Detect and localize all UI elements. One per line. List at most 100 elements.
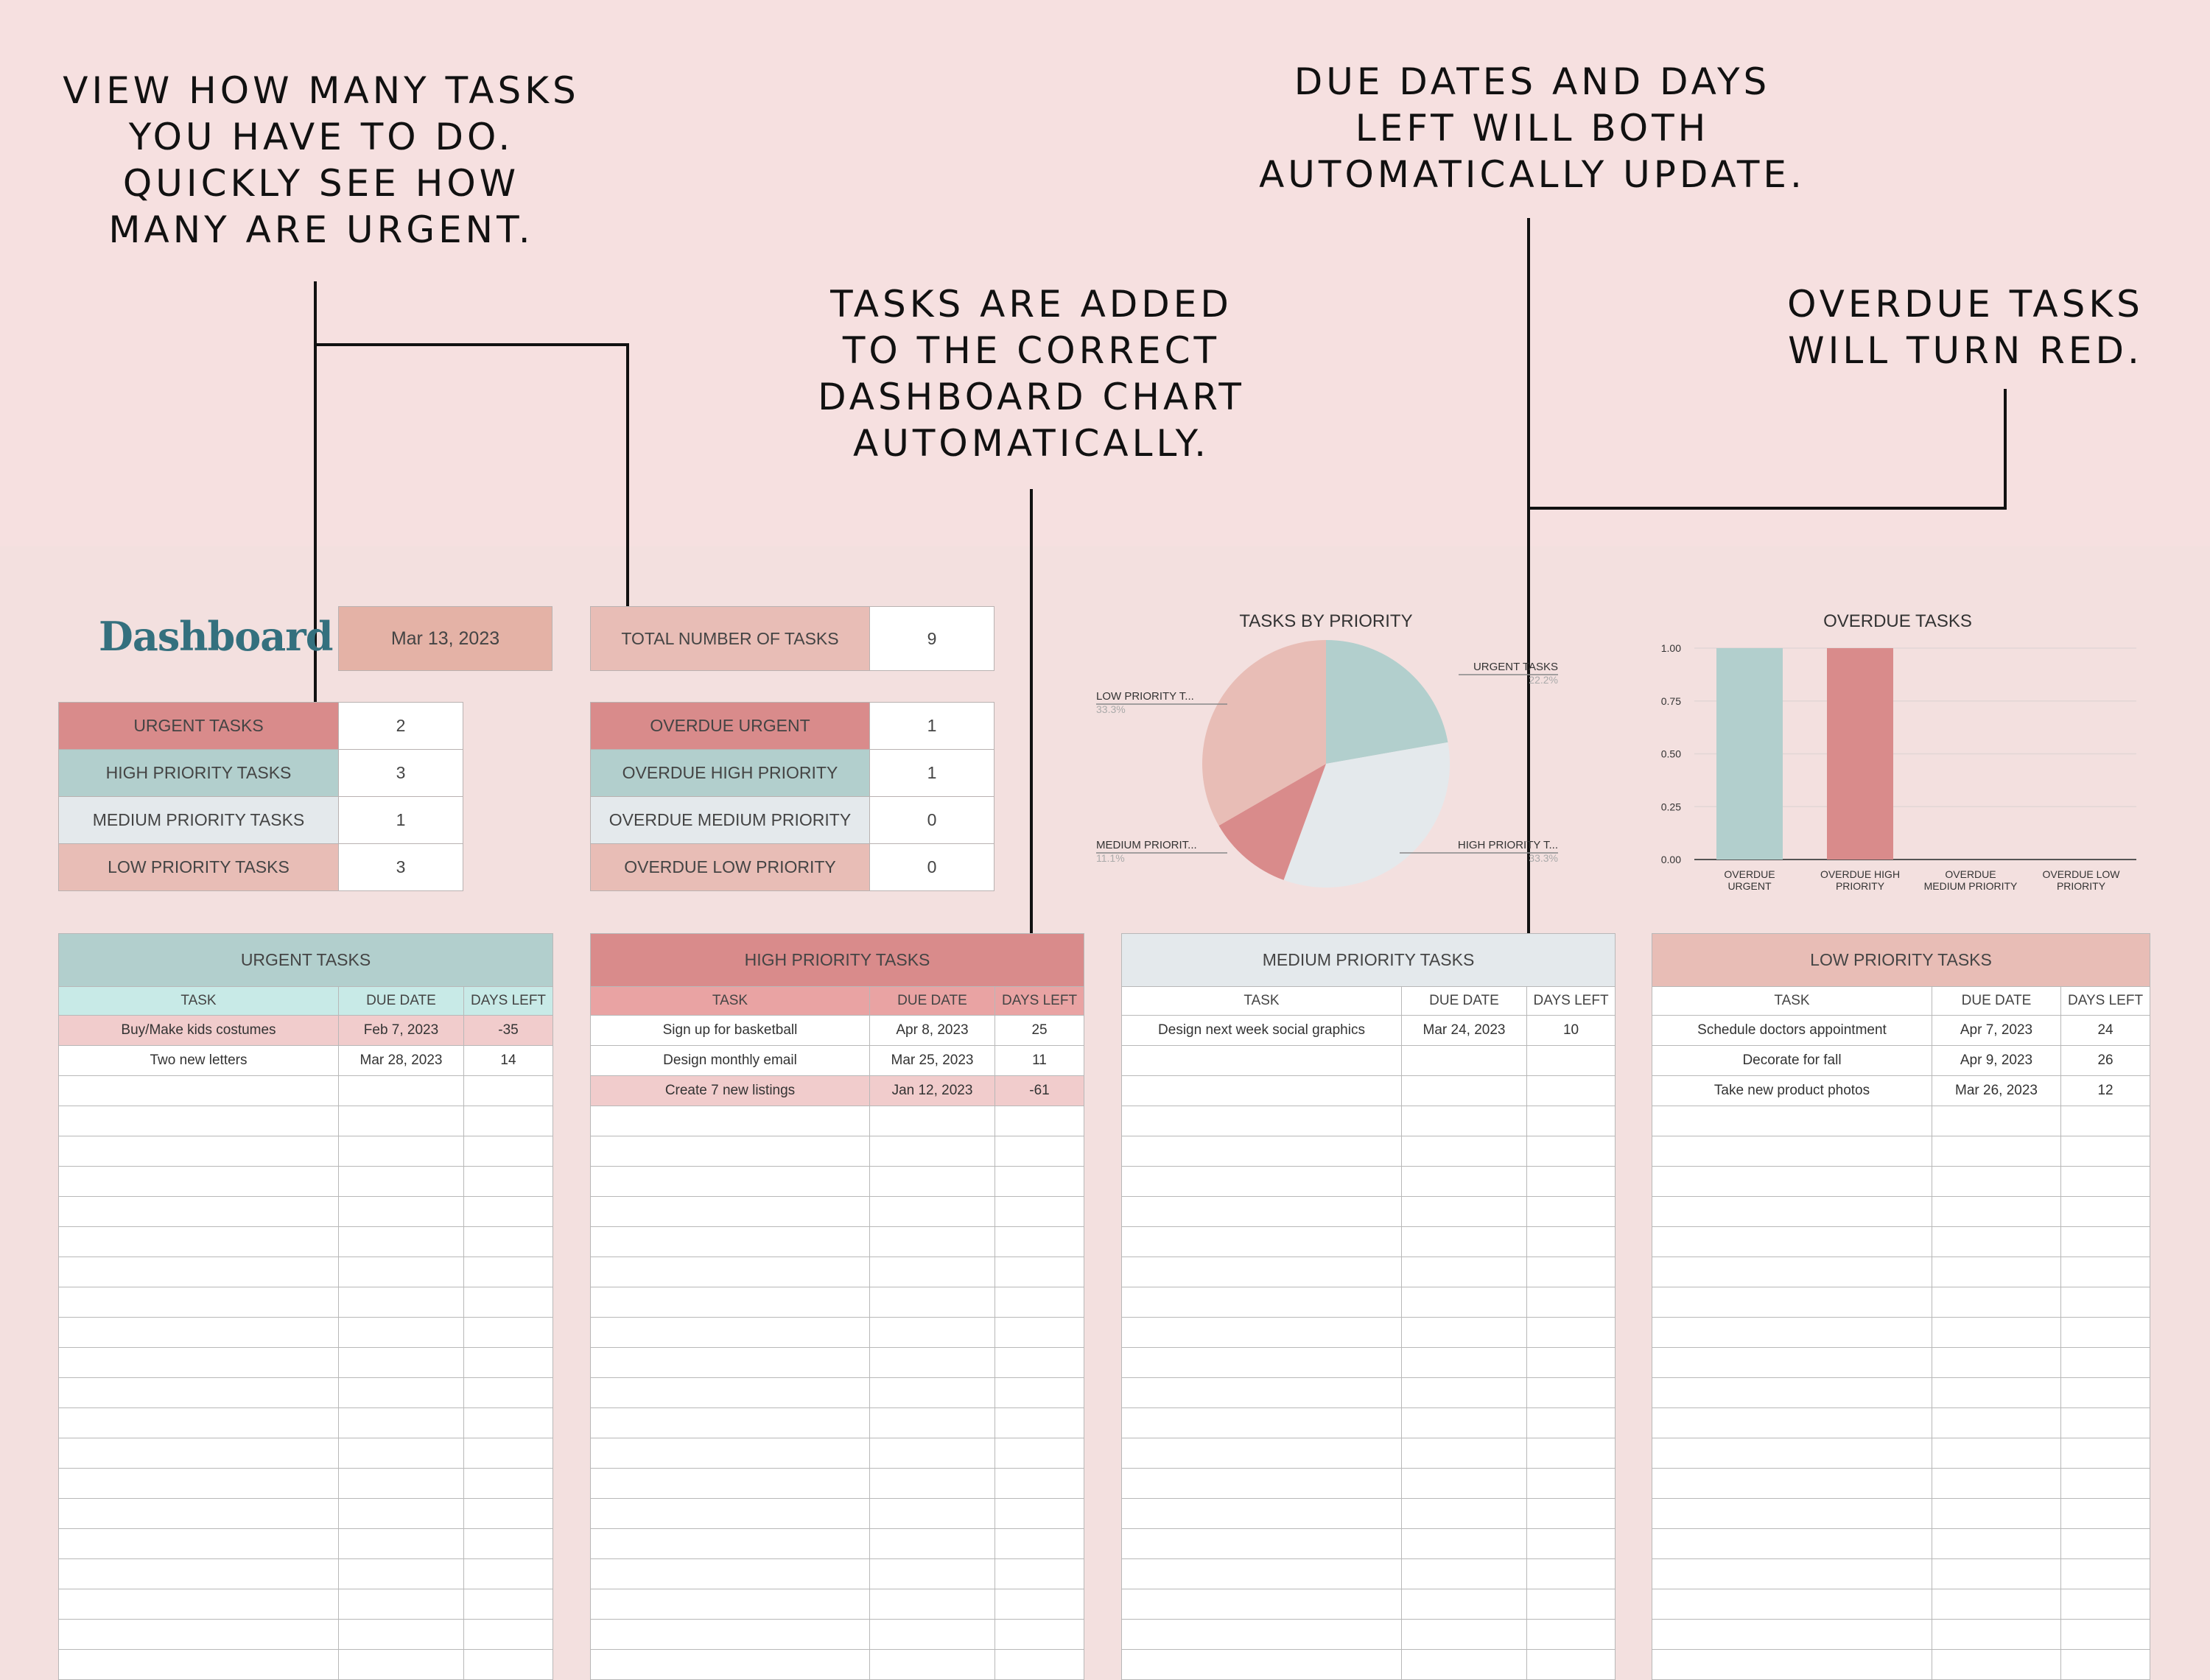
cell-days[interactable] bbox=[2060, 1287, 2151, 1318]
cell-task[interactable] bbox=[1121, 1619, 1402, 1650]
cell-days[interactable] bbox=[1526, 1257, 1616, 1287]
cell-task[interactable] bbox=[1652, 1317, 1932, 1348]
total-tasks-value[interactable]: 9 bbox=[869, 606, 994, 671]
cell-due[interactable] bbox=[869, 1317, 995, 1348]
cell-days[interactable] bbox=[2060, 1166, 2151, 1197]
cell-due[interactable] bbox=[1401, 1136, 1527, 1167]
cell-due[interactable] bbox=[338, 1498, 464, 1529]
cell-task[interactable] bbox=[590, 1136, 870, 1167]
cell-due[interactable] bbox=[1401, 1287, 1527, 1318]
cell-days[interactable]: 26 bbox=[2060, 1045, 2151, 1076]
cell-task[interactable] bbox=[1121, 1498, 1402, 1529]
overdue-urgent-value[interactable]: 1 bbox=[869, 702, 994, 750]
cell-due[interactable] bbox=[1401, 1257, 1527, 1287]
cell-task[interactable] bbox=[590, 1438, 870, 1469]
current-date[interactable]: Mar 13, 2023 bbox=[338, 606, 552, 671]
cell-days[interactable] bbox=[463, 1407, 553, 1438]
cell-days[interactable] bbox=[463, 1226, 553, 1257]
cell-task[interactable]: Create 7 new listings bbox=[590, 1075, 870, 1106]
cell-task[interactable] bbox=[58, 1468, 339, 1499]
col-task-header[interactable]: TASK bbox=[590, 986, 870, 1016]
cell-days[interactable] bbox=[994, 1196, 1085, 1227]
cell-days[interactable] bbox=[994, 1468, 1085, 1499]
cell-task[interactable] bbox=[1652, 1106, 1932, 1136]
cell-due[interactable] bbox=[1401, 1226, 1527, 1257]
cell-due[interactable] bbox=[338, 1558, 464, 1589]
cell-task[interactable] bbox=[1652, 1407, 1932, 1438]
cell-days[interactable] bbox=[463, 1438, 553, 1469]
cell-task[interactable] bbox=[1121, 1438, 1402, 1469]
cell-days[interactable]: -35 bbox=[463, 1015, 553, 1046]
cell-task[interactable] bbox=[58, 1498, 339, 1529]
cell-task[interactable] bbox=[590, 1649, 870, 1680]
cell-task[interactable] bbox=[1121, 1196, 1402, 1227]
cell-due[interactable] bbox=[1932, 1226, 2061, 1257]
cell-due[interactable] bbox=[869, 1287, 995, 1318]
cell-due[interactable] bbox=[1401, 1468, 1527, 1499]
cell-task[interactable] bbox=[1121, 1649, 1402, 1680]
cell-task[interactable] bbox=[58, 1166, 339, 1197]
cell-task[interactable] bbox=[58, 1619, 339, 1650]
cell-task[interactable] bbox=[1121, 1106, 1402, 1136]
cell-days[interactable] bbox=[1526, 1166, 1616, 1197]
cell-task[interactable] bbox=[1652, 1196, 1932, 1227]
cell-due[interactable] bbox=[338, 1257, 464, 1287]
cell-days[interactable] bbox=[1526, 1075, 1616, 1106]
cell-due[interactable] bbox=[869, 1468, 995, 1499]
cell-task[interactable] bbox=[58, 1106, 339, 1136]
cell-days[interactable] bbox=[1526, 1619, 1616, 1650]
cell-due[interactable] bbox=[869, 1166, 995, 1197]
cell-days[interactable] bbox=[463, 1649, 553, 1680]
cell-due[interactable] bbox=[1932, 1407, 2061, 1438]
cell-due[interactable] bbox=[338, 1619, 464, 1650]
cell-task[interactable] bbox=[590, 1166, 870, 1197]
cell-due[interactable] bbox=[1932, 1468, 2061, 1499]
cell-due[interactable]: Feb 7, 2023 bbox=[338, 1015, 464, 1046]
col-due-header[interactable]: DUE DATE bbox=[1401, 986, 1527, 1016]
cell-days[interactable] bbox=[463, 1106, 553, 1136]
cell-due[interactable] bbox=[338, 1589, 464, 1620]
col-due-header[interactable]: DUE DATE bbox=[338, 986, 464, 1016]
cell-days[interactable] bbox=[463, 1558, 553, 1589]
cell-days[interactable] bbox=[994, 1317, 1085, 1348]
cell-days[interactable] bbox=[1526, 1317, 1616, 1348]
cell-due[interactable] bbox=[1932, 1528, 2061, 1559]
cell-task[interactable] bbox=[1121, 1468, 1402, 1499]
high-count-value[interactable]: 3 bbox=[338, 749, 463, 797]
cell-task[interactable] bbox=[1652, 1226, 1932, 1257]
cell-due[interactable] bbox=[1932, 1558, 2061, 1589]
cell-task[interactable] bbox=[590, 1407, 870, 1438]
cell-days[interactable] bbox=[2060, 1226, 2151, 1257]
cell-task[interactable] bbox=[1652, 1136, 1932, 1167]
cell-due[interactable] bbox=[338, 1226, 464, 1257]
cell-due[interactable] bbox=[1401, 1045, 1527, 1076]
cell-due[interactable] bbox=[1932, 1317, 2061, 1348]
cell-due[interactable] bbox=[338, 1649, 464, 1680]
cell-days[interactable] bbox=[994, 1589, 1085, 1620]
cell-due[interactable] bbox=[338, 1136, 464, 1167]
cell-task[interactable] bbox=[590, 1196, 870, 1227]
cell-due[interactable] bbox=[869, 1136, 995, 1167]
cell-days[interactable] bbox=[2060, 1317, 2151, 1348]
cell-days[interactable] bbox=[994, 1226, 1085, 1257]
cell-due[interactable] bbox=[869, 1619, 995, 1650]
cell-days[interactable] bbox=[994, 1407, 1085, 1438]
cell-task[interactable] bbox=[1121, 1257, 1402, 1287]
cell-task[interactable] bbox=[590, 1257, 870, 1287]
cell-task[interactable] bbox=[58, 1407, 339, 1438]
cell-due[interactable] bbox=[1401, 1528, 1527, 1559]
cell-days[interactable] bbox=[994, 1377, 1085, 1408]
cell-task[interactable] bbox=[1121, 1166, 1402, 1197]
cell-due[interactable] bbox=[1401, 1438, 1527, 1469]
cell-days[interactable] bbox=[463, 1136, 553, 1167]
cell-days[interactable] bbox=[1526, 1649, 1616, 1680]
cell-task[interactable] bbox=[1652, 1558, 1932, 1589]
cell-due[interactable] bbox=[338, 1287, 464, 1318]
cell-task[interactable]: Buy/Make kids costumes bbox=[58, 1015, 339, 1046]
cell-due[interactable] bbox=[869, 1558, 995, 1589]
cell-task[interactable] bbox=[590, 1498, 870, 1529]
cell-task[interactable] bbox=[1652, 1468, 1932, 1499]
cell-task[interactable] bbox=[590, 1317, 870, 1348]
col-days-header[interactable]: DAYS LEFT bbox=[1526, 986, 1616, 1016]
cell-days[interactable] bbox=[994, 1136, 1085, 1167]
